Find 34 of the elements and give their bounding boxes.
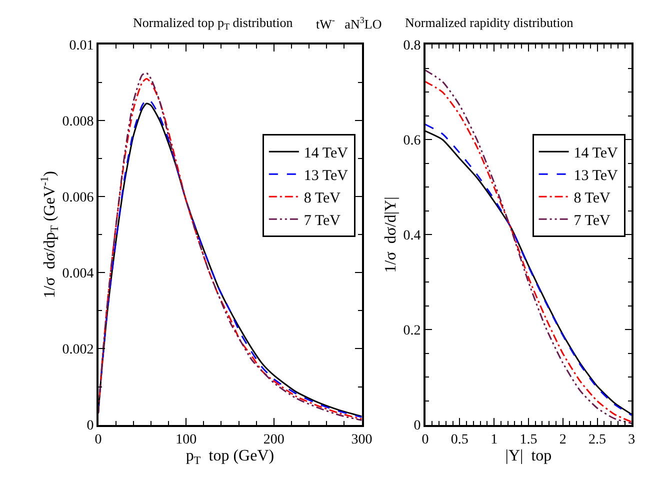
chart-title: Normalized top p$_{T}$ distribution [133,15,294,32]
x-tick-label: 2.5 [588,432,606,448]
y-tick-label: 0.006 [62,190,94,206]
y-tick-label: 0.2 [403,324,421,339]
x-tick-label: 3 [628,432,636,448]
x-axis-title: |Y| top [505,448,552,465]
y-tick-label: 0.8 [403,38,421,54]
y-tick-label: 0.004 [62,266,94,282]
x-tick-label: 100 [176,432,197,448]
legend-label: 13 TeV [304,168,348,184]
legend-label: 8 TeV [574,190,611,206]
text: tW$^{-}$ aN$^{3}$LO [316,15,382,32]
x-tick-label: 2 [559,432,566,448]
y-tick-label: 0.6 [403,134,421,148]
legend-label: 7 TeV [304,212,341,229]
legend-label: 14 TeV [304,145,348,162]
legend-label: 7 TeV [574,212,611,229]
x-tick-label: 200 [263,432,284,448]
x-axis-title: p$_{T}$ top (GeV) [186,448,274,467]
y-tick-label: 0.01 [69,38,94,54]
x-tick-label: 0.5 [450,432,468,448]
legend-label: 14 TeV [574,145,618,162]
y-tick-label: 0.4 [403,228,421,244]
y-axis-title: 1/σ dσ/d|Y| [382,196,400,273]
x-tick-label: 1 [490,432,498,448]
y-tick-label: 0.008 [62,114,94,130]
legend-label: 13 TeV [574,168,618,184]
chart-title: Normalized rapidity distribution [405,15,574,30]
legend-label: 8 TeV [304,190,341,206]
y-tick-label: 0.002 [62,342,94,358]
y-tick-label: 0 [414,418,421,434]
x-tick-label: 1.5 [520,432,538,448]
x-tick-label: 300 [351,432,372,448]
y-tick-label: 0 [86,418,94,434]
